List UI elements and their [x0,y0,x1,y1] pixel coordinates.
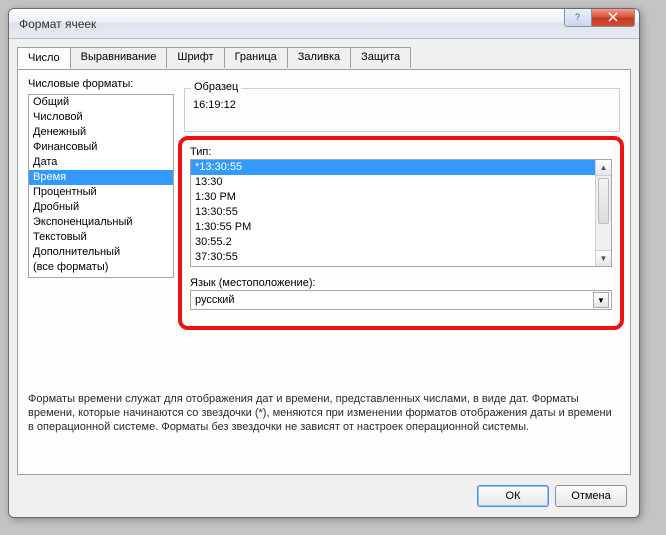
type-item[interactable]: 37:30:55 [191,250,611,265]
category-item[interactable]: Текстовый [29,230,173,245]
type-item[interactable]: 13:30 [191,175,611,190]
category-item[interactable]: Дополнительный [29,245,173,260]
scrollbar[interactable]: ▲ ▼ [595,160,611,266]
category-item[interactable]: Процентный [29,185,173,200]
scroll-thumb[interactable] [598,178,609,224]
dialog-buttons: ОК Отмена [477,485,627,507]
cancel-button[interactable]: Отмена [555,485,627,507]
category-item-selected[interactable]: Время [29,170,173,185]
window-controls: ? [565,9,635,29]
type-item[interactable]: 30:55.2 [191,235,611,250]
category-item[interactable]: Финансовый [29,140,173,155]
category-item[interactable]: Числовой [29,110,173,125]
help-button[interactable]: ? [564,9,592,27]
type-item[interactable]: 1:30:55 PM [191,220,611,235]
type-item-selected[interactable]: *13:30:55 [191,160,611,175]
category-list[interactable]: Общий Числовой Денежный Финансовый Дата … [28,94,174,278]
dialog-body: Число Выравнивание Шрифт Граница Заливка… [9,39,639,517]
type-list[interactable]: *13:30:55 13:30 1:30 PM 13:30:55 1:30:55… [190,159,612,267]
close-button[interactable] [591,9,635,27]
tab-border[interactable]: Граница [224,47,288,68]
tab-fill[interactable]: Заливка [287,47,351,68]
locale-value: русский [195,294,593,306]
type-label: Тип: [190,146,612,158]
ok-button[interactable]: ОК [477,485,549,507]
tab-alignment[interactable]: Выравнивание [70,47,168,68]
scroll-down-button[interactable]: ▼ [596,250,611,266]
sample-label: Образец [191,81,241,93]
tab-strip: Число Выравнивание Шрифт Граница Заливка… [9,39,639,68]
tab-number[interactable]: Число [17,47,71,69]
category-item[interactable]: Дата [29,155,173,170]
category-item[interactable]: Экспоненциальный [29,215,173,230]
tab-protection[interactable]: Защита [350,47,411,68]
type-item[interactable]: 13:30:55 [191,205,611,220]
scroll-up-button[interactable]: ▲ [596,160,611,176]
locale-label: Язык (местоположение): [190,277,612,289]
sample-group: Образец 16:19:12 [184,88,620,132]
locale-combobox[interactable]: русский ▼ [190,290,612,310]
type-item[interactable]: 1:30 PM [191,190,611,205]
tab-panel-number: Числовые форматы: Общий Числовой Денежны… [17,69,631,475]
dropdown-button[interactable]: ▼ [593,292,609,308]
svg-text:?: ? [575,12,580,22]
window-title: Формат ячеек [19,17,565,31]
titlebar[interactable]: Формат ячеек ? [9,9,639,39]
format-cells-dialog: Формат ячеек ? Число Выравнивание Шрифт … [8,8,640,518]
category-item[interactable]: (все форматы) [29,260,173,275]
category-item[interactable]: Денежный [29,125,173,140]
category-item[interactable]: Общий [29,95,173,110]
category-item[interactable]: Дробный [29,200,173,215]
highlight-region: Тип: *13:30:55 13:30 1:30 PM 13:30:55 1:… [178,136,624,330]
description-text: Форматы времени служат для отображения д… [28,392,620,434]
sample-value: 16:19:12 [193,99,611,111]
tab-font[interactable]: Шрифт [166,47,224,68]
